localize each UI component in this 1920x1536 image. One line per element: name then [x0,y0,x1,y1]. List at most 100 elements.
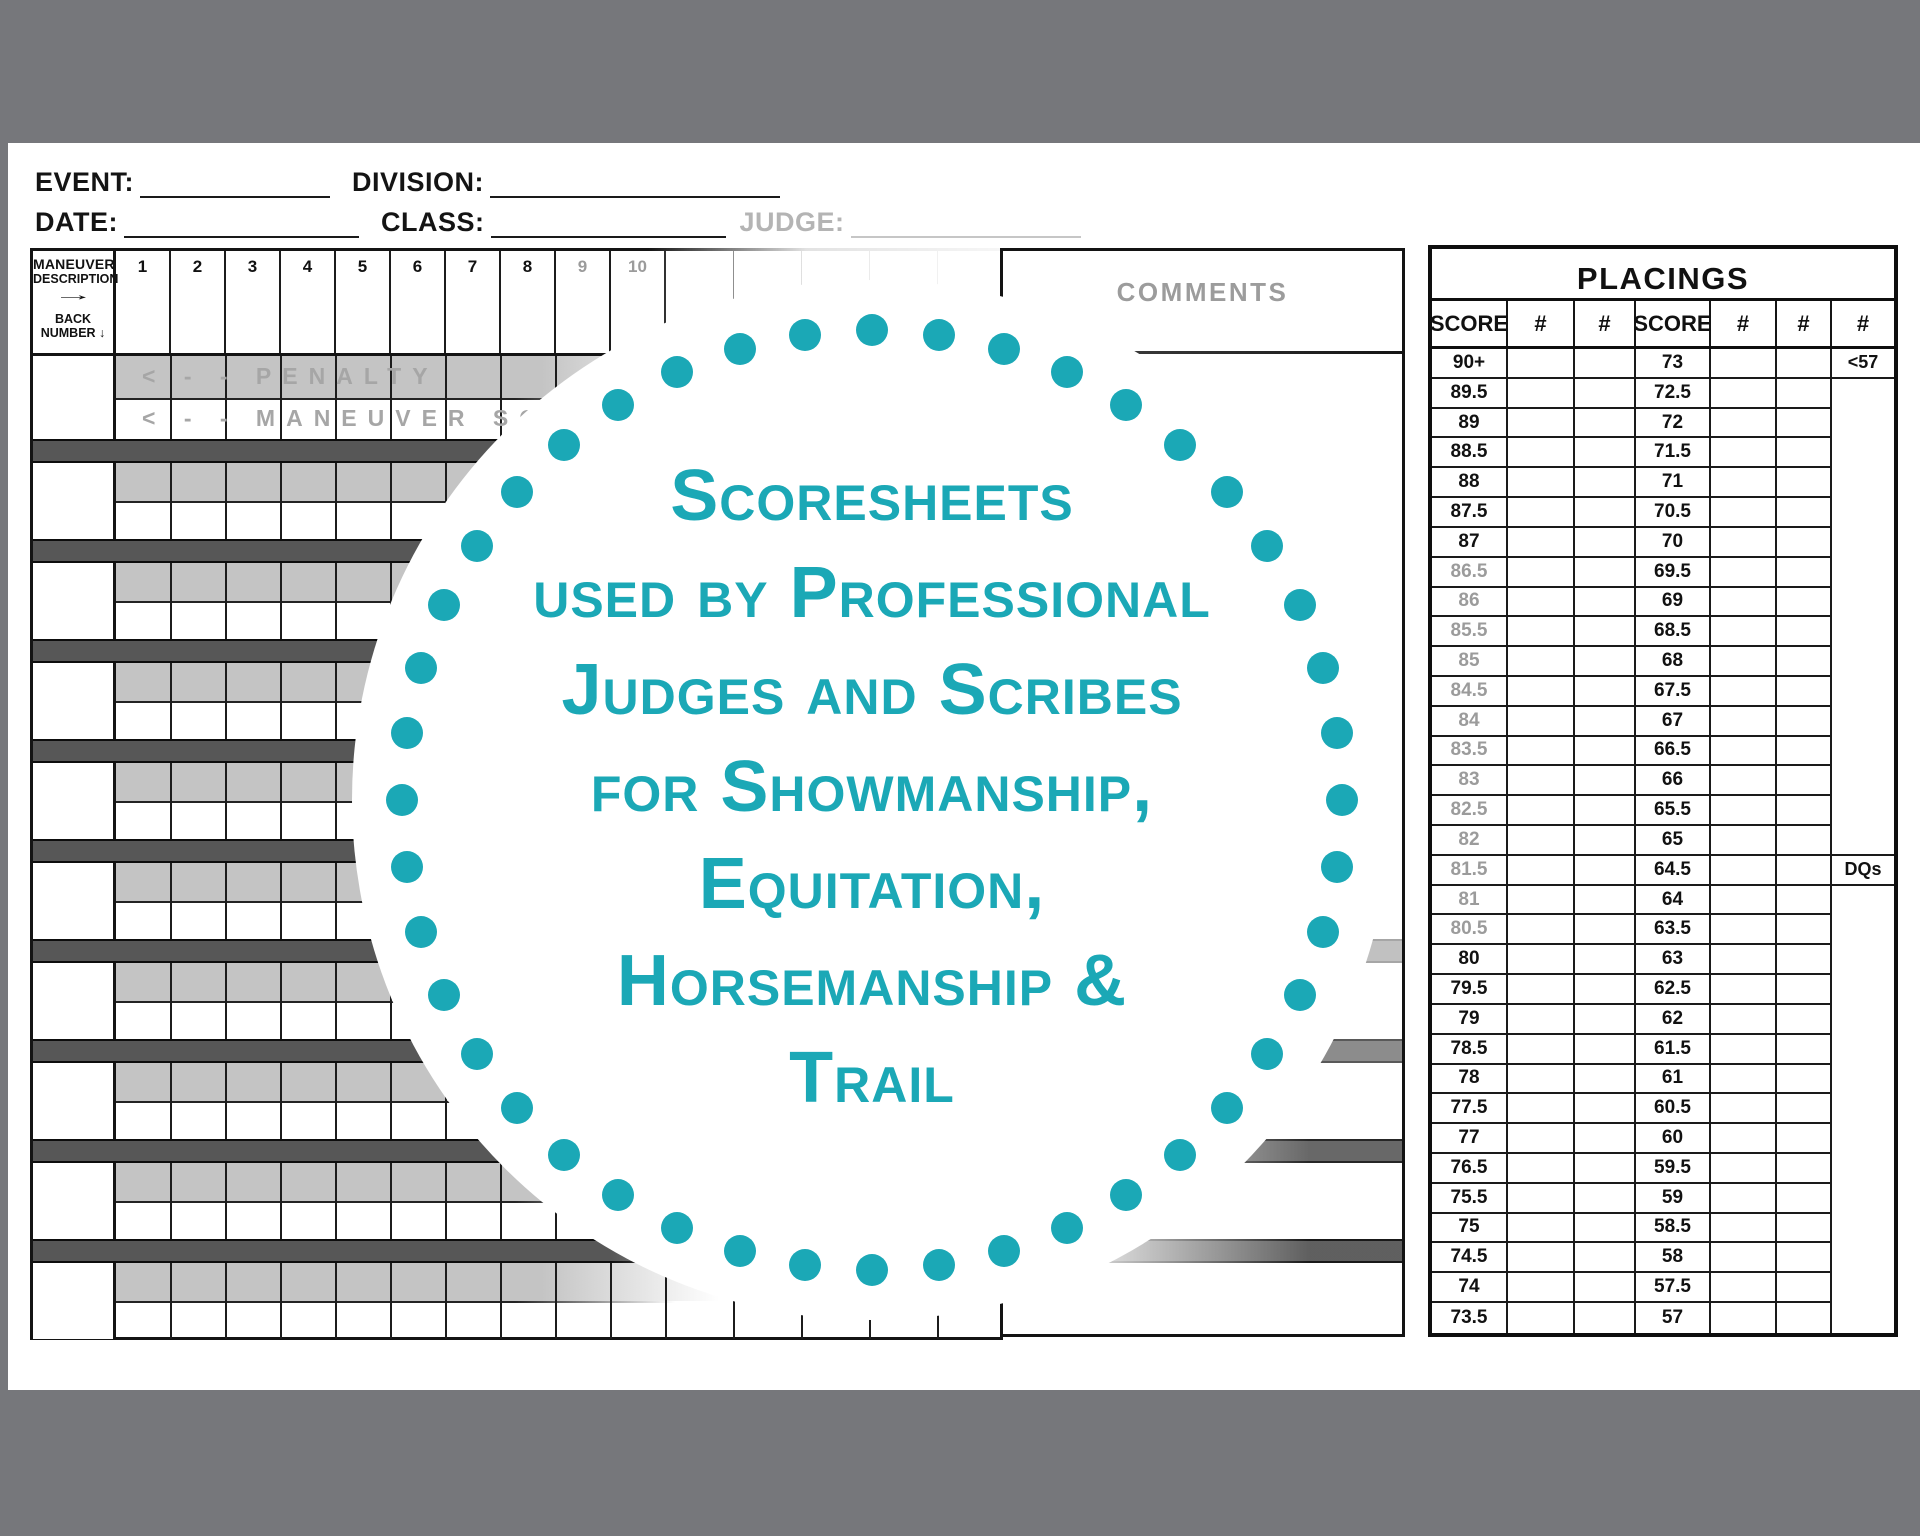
score-cell: 68.5 [1636,617,1711,648]
count-cell [1575,855,1636,886]
score-column-header: SCORE [1430,301,1508,346]
class-label: CLASS: [381,207,485,237]
judge-label: JUDGE: [739,207,845,237]
teal-dot [460,529,493,562]
score-cell: 67 [1636,706,1711,737]
score-cell: 64 [1636,885,1711,916]
score-column-header: SCORE [1633,301,1712,346]
count-cell [1575,796,1636,826]
teal-dot [660,1211,693,1244]
score-cell: 72 [1636,408,1711,439]
placing-count-header: # [1711,301,1777,346]
count-cell [1777,736,1832,767]
score-cell: 86.5 [1432,557,1508,588]
teal-dot [1326,784,1358,816]
teal-dot [1251,1038,1284,1071]
placings-row: 83 66 [1432,766,1894,797]
score-cell: 79 [1432,1004,1508,1035]
count-cell [1508,408,1575,439]
placing-count-header: # [1575,301,1636,346]
score-cell: 80 [1432,945,1508,976]
count-cell [1575,647,1636,677]
count-cell [1575,1124,1636,1154]
count-cell [1575,676,1636,707]
count-cell [1508,468,1575,499]
count-cell [1832,707,1894,737]
back-number-cell [33,863,116,939]
count-cell [1711,527,1777,558]
count-cell [1508,378,1575,409]
count-cell [1777,975,1832,1005]
header-field-row-2: DATE: CLASS: JUDGE: [35,207,1081,238]
placings-table: PLACINGS SCORE # # SCORE # # # 90+ 73 <57 89.5 72.… [1428,245,1898,1337]
placings-row: 89.5 72.5 [1432,378,1894,409]
placing-count-header: # [1508,301,1575,346]
count-cell [1508,885,1575,916]
count-cell [1832,1214,1894,1244]
division-field-line [490,170,781,198]
teal-dot [500,1091,533,1124]
teal-dot [723,1234,756,1267]
division-label: DIVISION: [352,167,485,197]
placings-row: 86 69 [1432,587,1894,618]
count-cell [1777,349,1832,379]
score-cell: 85.5 [1432,617,1508,648]
score-cell: 74.5 [1432,1243,1508,1274]
score-cell: 89 [1432,408,1508,439]
placings-row: 76.5 59.5 [1432,1153,1894,1184]
count-cell [1575,736,1636,767]
placings-row: 79 62 [1432,1004,1894,1035]
placings-row: 90+ 73 <57 [1432,349,1894,379]
placings-row: 81 64 [1432,885,1894,916]
caption-line: for Showmanship, [590,747,1154,827]
score-cell: 84 [1432,706,1508,737]
count-cell [1711,378,1777,409]
count-cell [1508,975,1575,1005]
teal-dot [922,318,955,351]
count-cell [1832,915,1894,945]
count-cell [1575,378,1636,409]
caption-line: Equitation, [698,844,1046,924]
count-cell [1777,1273,1832,1303]
score-cell: 59 [1636,1183,1711,1214]
page-shadow [8,1390,1920,1408]
teal-dot [428,588,461,621]
teal-dot [390,717,423,750]
count-cell [1711,1273,1777,1303]
count-cell [1508,855,1575,886]
count-cell [1575,975,1636,1005]
back-number-cell [33,356,116,439]
count-cell [1575,498,1636,528]
date-label: DATE: [35,207,118,237]
count-cell [1777,676,1832,707]
score-cell: 81.5 [1432,855,1508,886]
teal-dot [1163,1139,1196,1172]
placings-row: 74 57.5 [1432,1273,1894,1303]
score-cell: 82 [1432,826,1508,856]
count-cell [1832,498,1894,528]
caption-line: Scoresheets [670,456,1074,536]
count-cell [1777,915,1832,946]
teal-dot [548,1139,581,1172]
count-cell [1508,349,1575,379]
count-cell [1575,408,1636,439]
count-cell [1575,438,1636,469]
count-cell [1711,408,1777,439]
count-cell [1832,1065,1894,1095]
score-cell: 74 [1432,1273,1508,1303]
score-cell: 71 [1636,468,1711,499]
count-cell [1777,945,1832,976]
count-cell [1832,647,1894,677]
count-cell [1711,617,1777,648]
column-header-5: 5 [336,251,391,353]
placing-count-header: # [1856,310,1870,336]
back-number-cell [33,763,116,839]
back-number-cell [33,1263,116,1339]
score-cell: 75.5 [1432,1183,1508,1214]
count-cell [1777,378,1832,409]
count-cell [1508,796,1575,826]
count-cell [1508,676,1575,707]
count-cell [1832,558,1894,588]
teal-dot [390,850,423,883]
count-cell [1575,1153,1636,1184]
